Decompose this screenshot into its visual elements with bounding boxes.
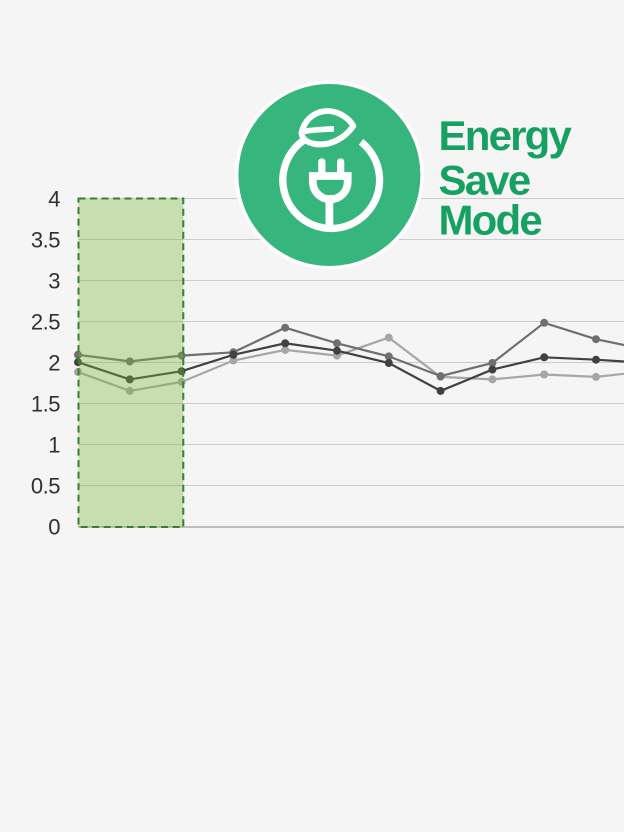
svg-text:3.5: 3.5 [31,228,60,253]
svg-text:Mode: Mode [439,196,542,243]
svg-text:1: 1 [48,433,60,458]
svg-text:1.5: 1.5 [31,392,60,417]
svg-text:Energy: Energy [439,112,573,159]
svg-text:3: 3 [48,269,60,294]
svg-text:2: 2 [48,351,60,376]
svg-text:0.5: 0.5 [31,474,60,499]
svg-text:0: 0 [48,515,60,540]
svg-text:Save: Save [439,157,530,204]
svg-text:2.5: 2.5 [31,310,60,335]
svg-text:4: 4 [48,187,60,212]
